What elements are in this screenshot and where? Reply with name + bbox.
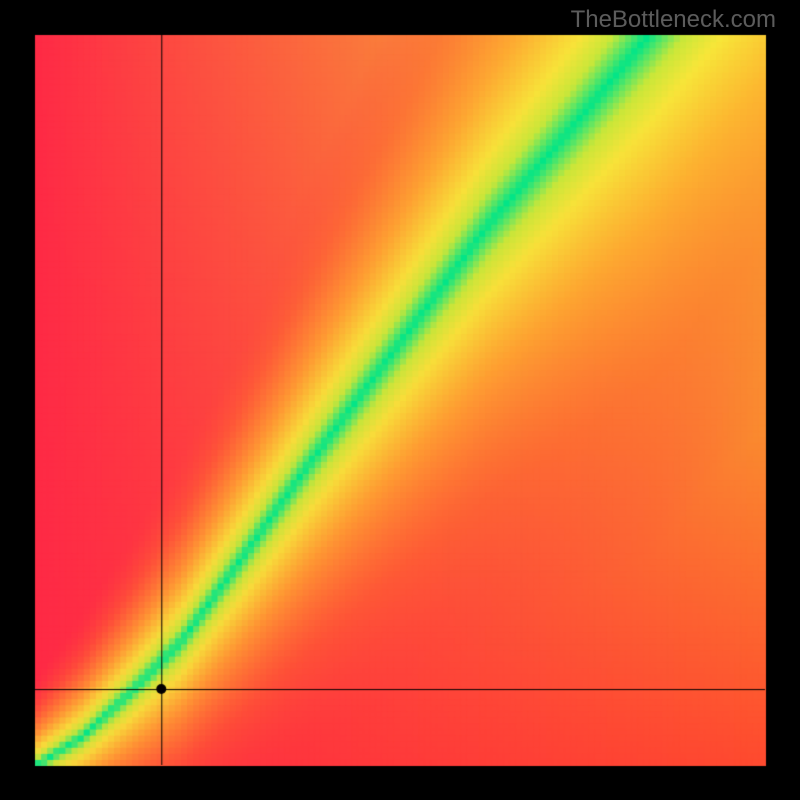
watermark-text: TheBottleneck.com <box>571 6 776 34</box>
chart-container: TheBottleneck.com <box>0 0 800 800</box>
bottleneck-heatmap <box>0 0 800 800</box>
